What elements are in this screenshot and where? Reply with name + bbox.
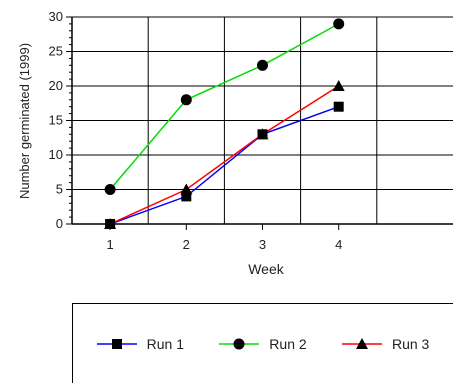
tick-label-x-2: 2 [183,237,190,252]
legend-label-run-3: Run 3 [391,335,430,352]
tick-label-y-5: 5 [56,182,63,197]
legend-swatch-run-1 [96,338,137,349]
tick-label-y-20: 20 [49,78,63,93]
data-point-run-1-2 [181,191,192,202]
data-point-run-3-4 [332,80,345,91]
legend-swatch-run-2 [219,338,260,349]
legend-swatch-run-3 [341,337,382,349]
series-line-run-1 [109,105,339,225]
y-axis-label: Number germinated (1999) [17,43,32,199]
tick-label-x-1: 1 [106,237,113,252]
legend-item-run-3: Run 3 [341,335,430,352]
chart: 0 5 10 15 20 25 30 1 2 3 4 Week Number germinated … [17,9,453,277]
series-line-run-2 [109,23,340,190]
legend: Run 1 Run 2 Run 3 [72,303,453,383]
series-line-run-3 [109,85,340,225]
axes [66,16,453,230]
data-markers [104,18,345,229]
tick-label-x-4: 4 [335,237,342,252]
legend-item-run-2: Run 2 [219,335,307,352]
series-lines [109,23,340,225]
data-point-run-2-2 [180,94,192,106]
tick-label-y-15: 15 [49,113,63,128]
tick-label-y-30: 30 [49,9,63,24]
data-point-run-2-3 [257,59,268,71]
data-point-run-3-3 [256,128,269,140]
data-point-run-2-4 [333,18,345,30]
data-point-run-3-2 [180,183,193,195]
data-point-run-3-1 [104,218,117,229]
tick-label-y-10: 10 [49,147,63,162]
legend-label-run-1: Run 1 [146,335,184,352]
legend-label-run-2: Run 2 [269,335,307,352]
x-axis-label: Week [248,261,285,277]
data-point-run-2-1 [104,184,116,195]
tick-labels: 0 5 10 15 20 25 30 1 2 3 4 [49,9,343,252]
data-point-run-1-4 [333,101,344,112]
tick-label-y-0: 0 [56,216,63,231]
tick-label-y-25: 25 [49,44,63,59]
tick-label-x-3: 3 [259,237,266,252]
grid [72,16,453,224]
legend-item-run-1: Run 1 [96,335,184,352]
